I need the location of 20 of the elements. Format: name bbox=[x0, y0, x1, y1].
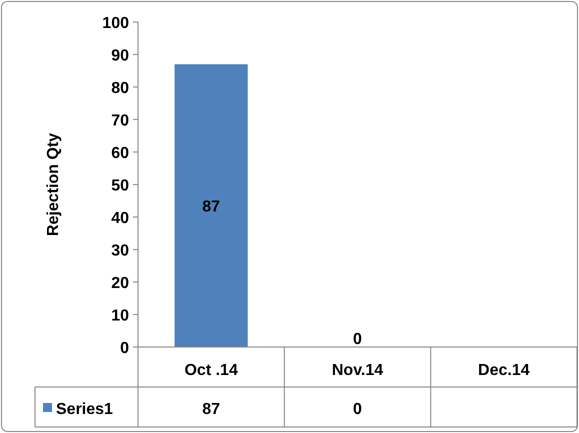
y-tick-label: 90 bbox=[111, 48, 130, 64]
y-tick-label: 40 bbox=[111, 210, 130, 227]
y-tick-label: 0 bbox=[120, 340, 130, 357]
x-tick-label: Dec.14 bbox=[478, 362, 530, 379]
annotation: 0 bbox=[353, 331, 362, 348]
y-tick-label: 80 bbox=[111, 80, 130, 97]
annotation: 87 bbox=[202, 198, 220, 216]
y-tick-label: 20 bbox=[111, 275, 130, 292]
legend-label: Series1 bbox=[56, 401, 114, 418]
y-tick-label: 50 bbox=[111, 178, 130, 194]
y-tick-label: 30 bbox=[111, 242, 130, 260]
data-label: 87 bbox=[202, 401, 220, 418]
x-tick-label: Nov.14 bbox=[332, 362, 384, 379]
data-label: 0 bbox=[353, 401, 362, 418]
y-tick-label: 10 bbox=[111, 308, 130, 324]
x-tick-label: Oct .14 bbox=[184, 362, 238, 379]
y-tick-label: 60 bbox=[111, 145, 130, 162]
y-axis-title: Rejection Qty bbox=[45, 132, 62, 236]
y-tick-label: 100 bbox=[102, 15, 130, 32]
y-tick-label: 70 bbox=[111, 112, 130, 130]
